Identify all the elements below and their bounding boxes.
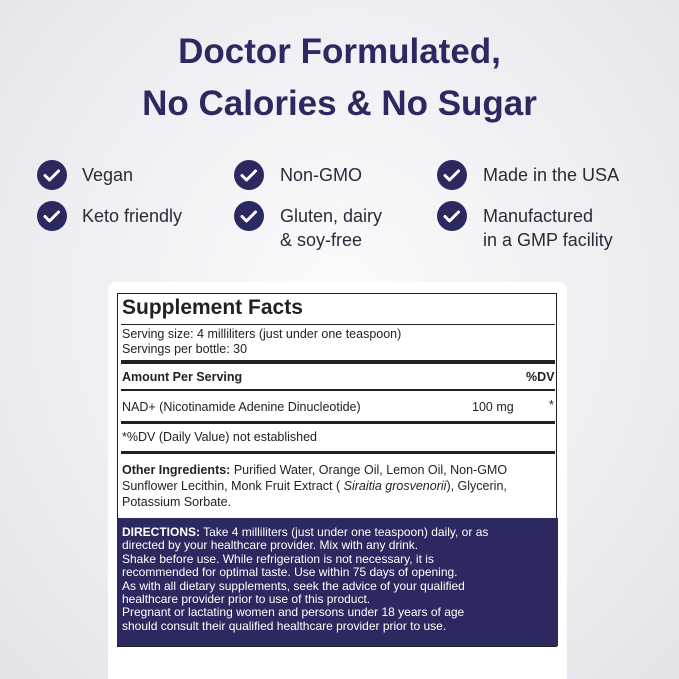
other-latin: Siraitia grosvenorii (343, 479, 447, 493)
directions-line: As with all dietary supplements, seek th… (122, 578, 465, 593)
check-icon (37, 201, 67, 231)
title: No Calories & No Sugar (142, 84, 537, 123)
check-icon (37, 160, 67, 190)
check-icon (234, 160, 264, 190)
other-text: Purified Water, Orange Oil, Lemon Oil, N… (230, 463, 508, 477)
feature-text: Manufactured (483, 206, 594, 226)
feature-text: & soy-free (280, 230, 363, 250)
directions-line: should consult their qualified healthcar… (122, 618, 447, 633)
directions-line: healthcare provider prior to use of this… (122, 593, 370, 606)
directions-line: Shake before use. While refrigeration is… (122, 551, 434, 566)
directions-text: Shake before use. While refrigeration is… (122, 551, 434, 566)
rule (121, 360, 555, 364)
check-icon (437, 160, 467, 190)
check-icon (37, 201, 67, 231)
feature-text: in a GMP facility (483, 230, 613, 250)
rule (121, 389, 555, 391)
title: Doctor Formulated, (178, 32, 501, 71)
directions-text: As with all dietary supplements, seek th… (122, 578, 465, 593)
check-icon (437, 201, 467, 231)
other-ingredients: Potassium Sorbate. (122, 495, 232, 509)
feature-text: Made in the USA (483, 165, 620, 185)
amount-header: Amount Per Serving (122, 370, 243, 384)
directions-text: healthcare provider prior to use of this… (122, 592, 371, 606)
dv-mark: * (549, 398, 554, 412)
dv-note: *%DV (Daily Value) not established (122, 430, 318, 444)
directions-text: Pregnant or lactating women and persons … (122, 605, 465, 620)
directions-text: recommended for optimal taste. Use withi… (122, 565, 458, 580)
other-ingredients: Sunflower Lecithin, Monk Fruit Extract (… (122, 479, 507, 493)
directions-line: directed by your healthcare provider. Mi… (122, 539, 418, 552)
directions-text: should consult their qualified healthcar… (122, 618, 447, 633)
rule (121, 324, 555, 325)
other-ingredients: Other Ingredients: Purified Water, Orang… (122, 463, 507, 477)
check-icon (234, 201, 264, 231)
facts-box (117, 293, 557, 647)
servings: Servings per bottle: 30 (122, 342, 248, 356)
feature-text: Gluten, dairy (280, 206, 383, 226)
check-icon (234, 201, 264, 231)
feature-text: Non-GMO (280, 165, 363, 185)
rule (121, 421, 555, 424)
check-icon (437, 160, 467, 190)
serving-size: Serving size: 4 milliliters (just under … (122, 327, 402, 341)
directions-text: directed by your healthcare provider. Mi… (122, 538, 419, 553)
check-icon (37, 160, 67, 190)
other-text: Sunflower Lecithin, Monk Fruit Extract ( (122, 479, 344, 493)
check-icon (437, 201, 467, 231)
check-icon (234, 160, 264, 190)
directions-text: Take 4 milliliters (just under one teasp… (200, 525, 489, 539)
directions-line: Pregnant or lactating women and persons … (122, 606, 464, 619)
feature-text: Keto friendly (82, 206, 183, 226)
other-text: ), Glycerin, (446, 479, 507, 493)
directions-line: DIRECTIONS: Take 4 milliliters (just und… (122, 526, 488, 539)
other-label: Other Ingredients: (122, 463, 231, 477)
feature-text: Vegan (82, 165, 134, 185)
facts-title: Supplement Facts (122, 296, 303, 319)
directions-line: recommended for optimal taste. Use withi… (122, 566, 458, 579)
directions-box (117, 518, 558, 646)
amount: 100 mg (472, 400, 514, 414)
rule (121, 451, 555, 454)
ingredient: NAD+ (Nicotinamide Adenine Dinucleotide) (122, 400, 361, 414)
dv-header: %DV (526, 370, 555, 384)
directions-label: DIRECTIONS: (122, 525, 200, 539)
